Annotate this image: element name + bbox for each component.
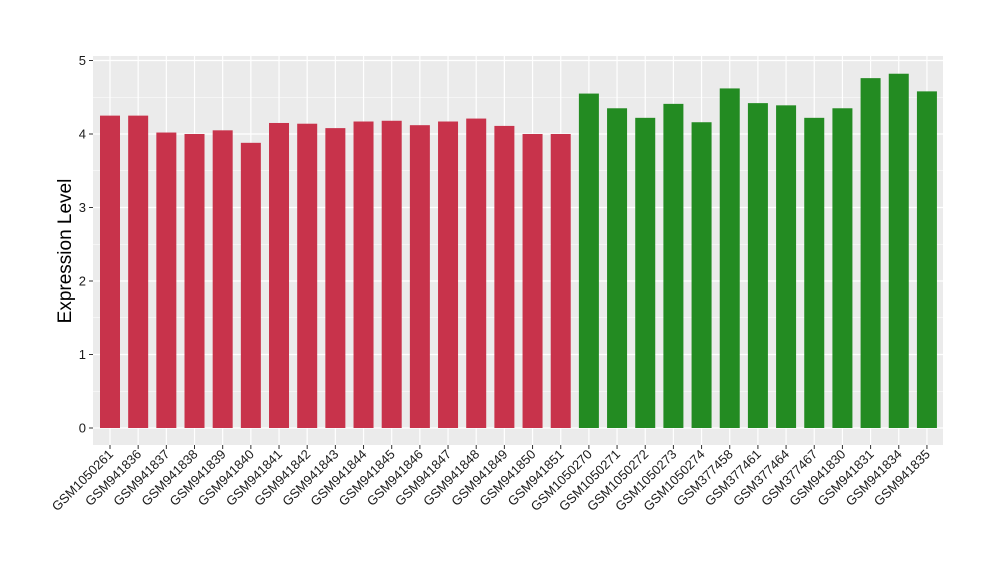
y-tick-label: 5 bbox=[79, 53, 86, 68]
y-tick-label: 4 bbox=[79, 127, 86, 142]
bar bbox=[607, 108, 628, 429]
bar bbox=[888, 73, 909, 428]
bar bbox=[747, 103, 768, 428]
bar bbox=[691, 122, 712, 429]
bar bbox=[438, 121, 459, 428]
bar bbox=[860, 78, 881, 428]
bar bbox=[550, 134, 571, 428]
bar bbox=[269, 122, 290, 428]
bar bbox=[635, 117, 656, 428]
bar bbox=[353, 121, 374, 428]
x-axis: GSM1050261GSM941836GSM941837GSM941838GSM… bbox=[49, 445, 933, 514]
bar bbox=[663, 103, 684, 429]
y-tick-label: 1 bbox=[79, 347, 86, 362]
y-tick-label: 0 bbox=[79, 421, 86, 436]
bar bbox=[776, 105, 797, 429]
bar bbox=[409, 125, 430, 429]
bar bbox=[156, 132, 177, 428]
y-tick-label: 3 bbox=[79, 200, 86, 215]
bar bbox=[522, 134, 543, 428]
y-axis: 0 1 2 3 4 5 bbox=[79, 53, 93, 436]
bar bbox=[466, 118, 487, 428]
bar bbox=[916, 91, 937, 429]
bars bbox=[100, 73, 937, 429]
bar bbox=[100, 115, 120, 428]
bar bbox=[297, 123, 318, 429]
y-tick-label: 2 bbox=[79, 274, 86, 289]
bar bbox=[719, 88, 740, 429]
bar bbox=[494, 125, 515, 428]
bar bbox=[578, 93, 599, 428]
bar bbox=[128, 115, 149, 428]
bar bbox=[240, 142, 261, 428]
bar bbox=[212, 130, 233, 428]
bar bbox=[381, 120, 402, 429]
bar bbox=[832, 108, 853, 429]
bar bbox=[184, 134, 205, 428]
bar bbox=[804, 117, 825, 428]
plot-panel bbox=[93, 56, 943, 445]
bar bbox=[325, 128, 346, 428]
y-axis-title: Expression Level bbox=[55, 179, 76, 324]
